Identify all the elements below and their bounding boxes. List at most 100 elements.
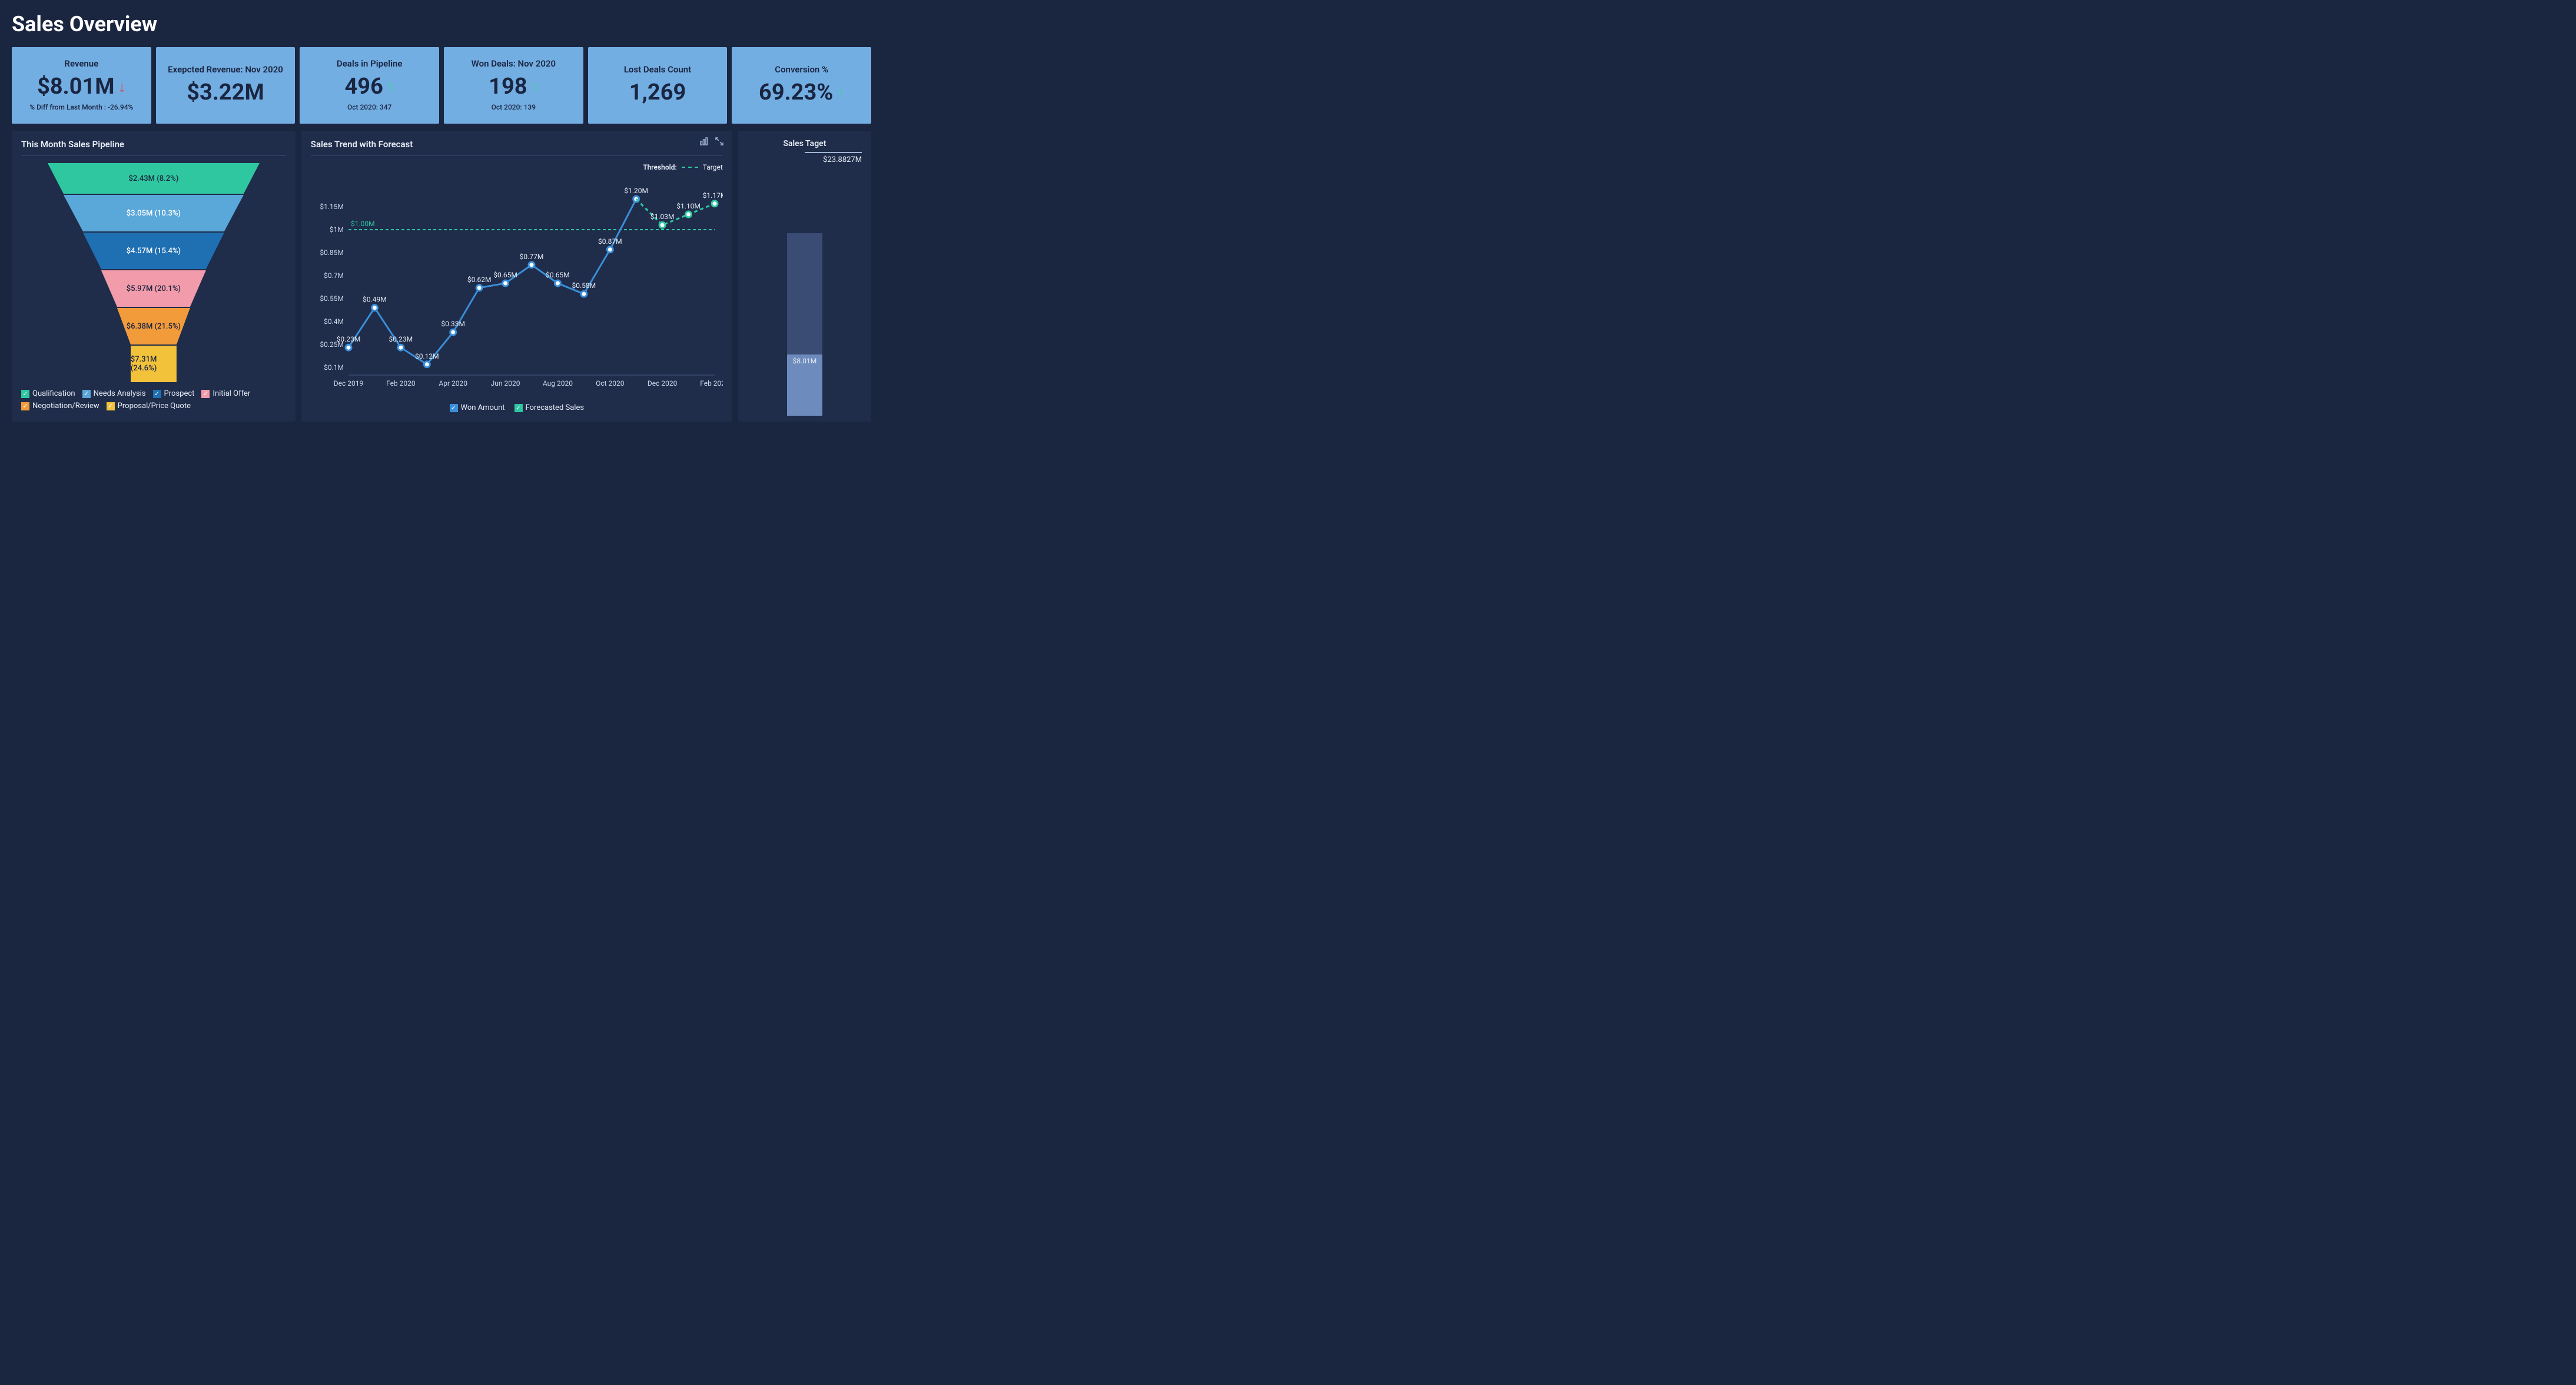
svg-text:Jun 2020: Jun 2020 bbox=[490, 379, 520, 387]
svg-text:$0.77M: $0.77M bbox=[519, 253, 543, 261]
svg-text:$0.23M: $0.23M bbox=[389, 335, 413, 343]
legend-label: Proposal/Price Quote bbox=[118, 402, 191, 410]
legend-swatch: ✓ bbox=[201, 390, 210, 398]
svg-text:$0.62M: $0.62M bbox=[467, 276, 492, 284]
expand-icon[interactable] bbox=[715, 137, 724, 148]
target-bar: $8.01M bbox=[748, 169, 862, 416]
legend-item[interactable]: ✓Proposal/Price Quote bbox=[107, 402, 191, 410]
svg-text:Feb 2021: Feb 2021 bbox=[700, 379, 723, 387]
svg-text:$0.7M: $0.7M bbox=[324, 271, 344, 280]
trend-panel: Sales Trend with Forecast Threshold: Tar… bbox=[301, 131, 732, 422]
funnel-segment[interactable]: $7.31M (24.6%) bbox=[131, 346, 177, 382]
svg-text:Dec 2020: Dec 2020 bbox=[648, 379, 678, 387]
svg-text:$0.65M: $0.65M bbox=[493, 271, 517, 279]
funnel-segment[interactable]: $3.05M (10.3%) bbox=[64, 195, 244, 231]
legend-item[interactable]: ✓Initial Offer bbox=[201, 389, 250, 398]
kpi-title: Conversion % bbox=[775, 64, 828, 75]
target-fill-label: $8.01M bbox=[787, 357, 822, 365]
svg-text:$0.58M: $0.58M bbox=[572, 281, 596, 290]
legend-label: Negotiation/Review bbox=[32, 402, 99, 410]
svg-text:$1.20M: $1.20M bbox=[624, 187, 648, 195]
legend-swatch: ✓ bbox=[153, 390, 161, 398]
svg-text:$1.15M: $1.15M bbox=[320, 203, 344, 211]
arrow-up-icon: ↑ bbox=[387, 78, 394, 96]
legend-swatch: ✓ bbox=[107, 402, 115, 410]
svg-text:$0.85M: $0.85M bbox=[320, 248, 344, 257]
trend-svg: $0.1M$0.25M$0.4M$0.55M$0.7M$0.85M$1M$1.1… bbox=[311, 175, 723, 399]
arrow-up-icon: ↑ bbox=[836, 84, 844, 102]
kpi-sub: % Diff from Last Month : -26.94% bbox=[29, 103, 133, 111]
legend-item[interactable]: ✓Negotiation/Review bbox=[21, 402, 99, 410]
svg-text:Aug 2020: Aug 2020 bbox=[543, 379, 573, 387]
svg-text:Oct 2020: Oct 2020 bbox=[596, 379, 625, 387]
funnel-legend: ✓Qualification✓Needs Analysis✓Prospect✓I… bbox=[21, 389, 286, 410]
kpi-row: Revenue$8.01M↓% Diff from Last Month : -… bbox=[12, 47, 871, 124]
legend-item[interactable]: ✓Qualification bbox=[21, 389, 75, 398]
threshold-item: Target bbox=[703, 163, 723, 171]
legend-item[interactable]: ✓Prospect bbox=[153, 389, 195, 398]
legend-swatch: ✓ bbox=[21, 402, 29, 410]
svg-text:$0.4M: $0.4M bbox=[324, 317, 344, 326]
trend-title: Sales Trend with Forecast bbox=[311, 139, 723, 156]
svg-text:$0.55M: $0.55M bbox=[320, 294, 344, 303]
kpi-title: Revenue bbox=[64, 58, 98, 69]
kpi-title: Exepcted Revenue: Nov 2020 bbox=[168, 64, 283, 75]
kpi-card[interactable]: Lost Deals Count1,269 bbox=[588, 47, 728, 124]
svg-text:$0.49M: $0.49M bbox=[363, 296, 387, 304]
legend-swatch: ✓ bbox=[450, 404, 458, 412]
target-max-label: $23.8827M bbox=[805, 152, 862, 164]
legend-item[interactable]: ✓Won Amount bbox=[450, 403, 505, 412]
svg-text:$1.00M: $1.00M bbox=[351, 220, 375, 228]
threshold-label: Threshold: bbox=[643, 163, 677, 171]
chart-type-icon[interactable] bbox=[699, 137, 709, 148]
legend-label: Forecasted Sales bbox=[526, 403, 585, 412]
legend-item[interactable]: ✓Forecasted Sales bbox=[514, 403, 585, 412]
target-panel: Sales Taget $23.8827M $8.01M bbox=[738, 131, 871, 422]
legend-item[interactable]: ✓Needs Analysis bbox=[82, 389, 146, 398]
kpi-title: Lost Deals Count bbox=[624, 64, 691, 75]
legend-label: Qualification bbox=[32, 389, 75, 398]
svg-text:$1.17M: $1.17M bbox=[702, 191, 722, 200]
svg-text:Apr 2020: Apr 2020 bbox=[439, 379, 467, 387]
kpi-value: 496↑ bbox=[344, 74, 394, 100]
funnel-segment[interactable]: $4.57M (15.4%) bbox=[83, 233, 224, 269]
kpi-card[interactable]: Deals in Pipeline496↑Oct 2020: 347 bbox=[300, 47, 439, 124]
svg-text:$0.12M: $0.12M bbox=[415, 352, 439, 360]
target-title: Sales Taget bbox=[748, 139, 862, 148]
svg-text:$0.23M: $0.23M bbox=[336, 335, 360, 343]
funnel-segment[interactable]: $6.38M (21.5%) bbox=[117, 308, 190, 344]
legend-label: Initial Offer bbox=[213, 389, 250, 398]
trend-chart: Threshold: Target $0.1M$0.25M$0.4M$0.55M… bbox=[311, 163, 723, 399]
page-title: Sales Overview bbox=[12, 12, 871, 37]
kpi-card[interactable]: Revenue$8.01M↓% Diff from Last Month : -… bbox=[12, 47, 151, 124]
kpi-value: $3.22M bbox=[187, 79, 264, 105]
svg-text:$0.87M: $0.87M bbox=[598, 237, 622, 246]
svg-text:$0.65M: $0.65M bbox=[546, 271, 570, 279]
svg-text:Feb 2020: Feb 2020 bbox=[386, 379, 416, 387]
kpi-card[interactable]: Exepcted Revenue: Nov 2020 $3.22M bbox=[156, 47, 296, 124]
kpi-value: 198↑ bbox=[489, 74, 538, 100]
funnel-title: This Month Sales Pipeline bbox=[21, 139, 286, 156]
funnel-segment[interactable]: $2.43M (8.2%) bbox=[48, 163, 260, 194]
kpi-card[interactable]: Won Deals: Nov 2020 198↑ Oct 2020: 139 bbox=[444, 47, 583, 124]
funnel-segment[interactable]: $5.97M (20.1%) bbox=[101, 270, 206, 307]
legend-swatch: ✓ bbox=[21, 390, 29, 398]
legend-swatch: ✓ bbox=[514, 404, 523, 412]
threshold-legend: Threshold: Target bbox=[643, 163, 723, 171]
trend-legend-bottom: ✓Won Amount✓Forecasted Sales bbox=[311, 403, 723, 412]
kpi-card[interactable]: Conversion %69.23%↑ bbox=[732, 47, 871, 124]
kpi-title: Won Deals: Nov 2020 bbox=[472, 58, 556, 69]
svg-text:$0.33M: $0.33M bbox=[441, 320, 465, 328]
legend-label: Needs Analysis bbox=[94, 389, 146, 398]
svg-text:$1.10M: $1.10M bbox=[676, 202, 701, 210]
legend-label: Won Amount bbox=[461, 403, 505, 412]
arrow-up-icon: ↑ bbox=[531, 78, 539, 96]
svg-text:Dec 2019: Dec 2019 bbox=[334, 379, 363, 387]
kpi-sub: Oct 2020: 347 bbox=[347, 103, 391, 111]
legend-label: Prospect bbox=[164, 389, 195, 398]
legend-swatch: ✓ bbox=[82, 390, 91, 398]
kpi-sub: Oct 2020: 139 bbox=[492, 103, 536, 111]
arrow-down-icon: ↓ bbox=[118, 78, 126, 96]
svg-text:$1.03M: $1.03M bbox=[650, 213, 675, 221]
svg-text:$0.1M: $0.1M bbox=[324, 363, 344, 372]
